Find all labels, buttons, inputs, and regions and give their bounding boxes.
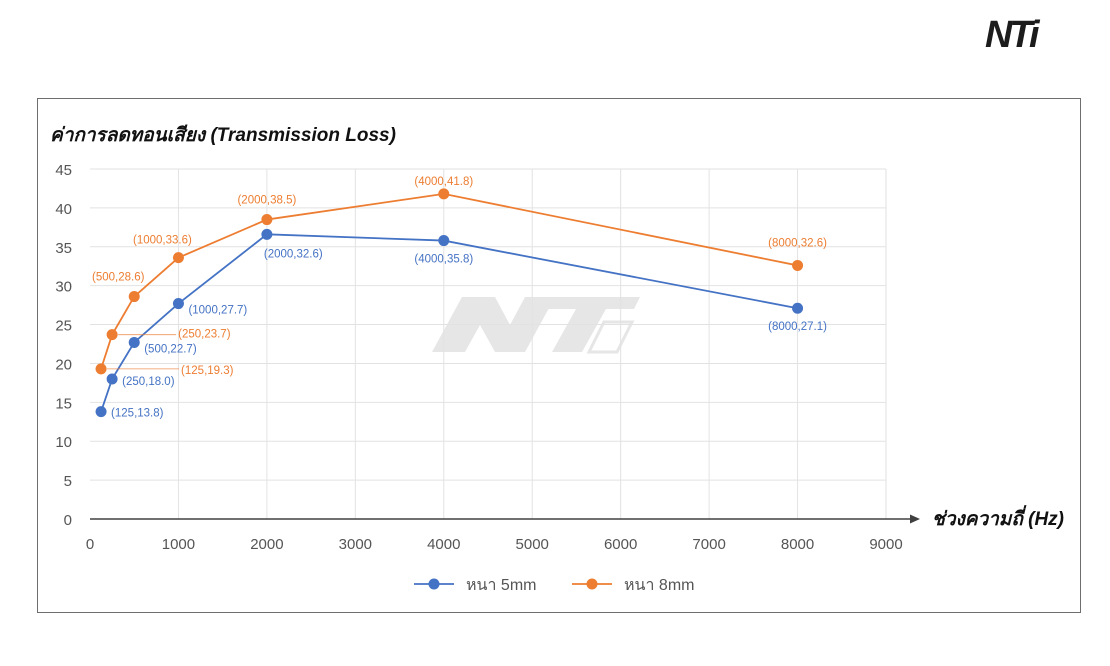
y-axis-label: ค่าการลดทอนเสียง (Transmission Loss)	[50, 124, 396, 146]
data-label: (4000,35.8)	[414, 254, 473, 266]
y-tick-label: 35	[55, 240, 72, 257]
x-tick-label: 3000	[339, 536, 372, 553]
legend-label: หนา 5mm	[466, 577, 536, 594]
data-label: (1000,27.7)	[188, 305, 247, 317]
y-tick-label: 45	[55, 162, 72, 179]
data-label: (2000,32.6)	[264, 248, 323, 260]
data-point	[95, 406, 107, 418]
legend[interactable]: หนา 5mm หนา 8mm	[414, 577, 694, 594]
y-tick-label: 0	[64, 512, 72, 529]
chart-axes	[90, 514, 920, 524]
series-1	[95, 228, 804, 418]
x-tick-label: 2000	[250, 536, 283, 553]
x-tick-label: 9000	[869, 536, 902, 553]
data-point	[106, 373, 118, 385]
y-tick-label: 30	[55, 279, 72, 296]
data-label: (500,28.6)	[92, 272, 145, 284]
x-tick-label: 0	[86, 536, 94, 553]
y-tick-label: 25	[55, 318, 72, 335]
data-point	[128, 336, 140, 348]
data-label: (4000,41.8)	[414, 176, 473, 188]
data-label: (500,22.7)	[144, 343, 197, 355]
y-tick-label: 10	[55, 434, 72, 451]
x-tick-label: 8000	[781, 536, 814, 553]
data-label: (1000,33.6)	[133, 235, 192, 247]
data-point	[792, 259, 804, 271]
data-point	[95, 363, 107, 375]
data-point	[792, 302, 804, 314]
series-layer	[95, 188, 804, 418]
data-point	[438, 188, 450, 200]
nti-logo: NTi	[985, 14, 1095, 56]
data-label: (8000,32.6)	[768, 237, 827, 249]
y-tick-label: 15	[55, 395, 72, 412]
logo-text: NTi	[985, 14, 1041, 52]
data-labels: (125,13.8) (250,18.0) (500,22.7) (1000,27.7…	[92, 176, 827, 420]
watermark-i	[586, 320, 635, 354]
legend-marker	[428, 578, 440, 590]
data-label: (250,18.0)	[122, 376, 175, 388]
series-2	[95, 188, 804, 375]
x-axis-label: ช่วงความถี่ (Hz)	[932, 505, 1064, 530]
data-label: (2000,38.5)	[237, 195, 296, 207]
chart-grid	[90, 168, 887, 519]
data-point	[172, 298, 184, 310]
data-point	[128, 291, 140, 303]
y-tick-label: 20	[55, 356, 72, 373]
legend-label: หนา 8mm	[624, 577, 694, 594]
y-tick-label: 40	[55, 201, 72, 218]
data-label: (125,19.3)	[181, 365, 234, 377]
chart-frame	[37, 98, 1081, 613]
data-point	[172, 252, 184, 264]
data-label: (250,23.7)	[178, 329, 231, 341]
x-tick-label: 5000	[516, 536, 549, 553]
data-point	[261, 228, 273, 240]
data-label: (125,13.8)	[111, 408, 164, 420]
data-point	[261, 214, 273, 226]
x-tick-label: 7000	[692, 536, 725, 553]
data-point	[106, 329, 118, 341]
legend-marker	[586, 578, 598, 590]
y-tick-label: 5	[64, 473, 72, 490]
data-point	[438, 235, 450, 247]
x-axis-arrow	[910, 514, 920, 524]
legend-item-2[interactable]: หนา 8mm	[572, 577, 694, 594]
x-tick-label: 6000	[604, 536, 637, 553]
data-label: (8000,27.1)	[768, 321, 827, 333]
legend-item-1[interactable]: หนา 5mm	[414, 577, 536, 594]
tick-labels: 0 5 10 15 20 25 30 35 40 45 0 1000 2000 3000 4000 5000 6…	[55, 162, 902, 553]
x-tick-label: 4000	[427, 536, 460, 553]
x-tick-label: 1000	[162, 536, 195, 553]
